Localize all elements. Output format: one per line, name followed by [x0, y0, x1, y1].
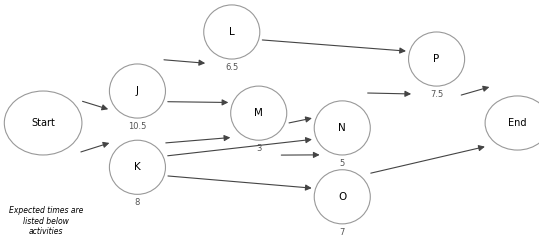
Ellipse shape — [314, 170, 370, 224]
Ellipse shape — [204, 5, 260, 59]
Ellipse shape — [231, 86, 287, 140]
Ellipse shape — [485, 96, 539, 150]
Text: N: N — [338, 123, 346, 133]
Text: 7.5: 7.5 — [430, 90, 443, 99]
Text: L: L — [229, 27, 234, 37]
Text: M: M — [254, 108, 263, 118]
Text: 7: 7 — [340, 228, 345, 237]
Text: K: K — [134, 162, 141, 172]
Text: 6.5: 6.5 — [225, 63, 238, 72]
Ellipse shape — [109, 140, 165, 194]
Ellipse shape — [409, 32, 465, 86]
Text: Expected times are
listed below
activities: Expected times are listed below activiti… — [9, 206, 83, 236]
Ellipse shape — [314, 101, 370, 155]
Text: J: J — [136, 86, 139, 96]
Text: End: End — [508, 118, 527, 128]
Text: Start: Start — [31, 118, 55, 128]
Ellipse shape — [4, 91, 82, 155]
Text: 8: 8 — [135, 198, 140, 207]
Text: 5: 5 — [340, 159, 345, 168]
Text: P: P — [433, 54, 440, 64]
Text: O: O — [338, 192, 347, 202]
Text: 10.5: 10.5 — [128, 122, 147, 131]
Text: 3: 3 — [256, 144, 261, 153]
Ellipse shape — [109, 64, 165, 118]
